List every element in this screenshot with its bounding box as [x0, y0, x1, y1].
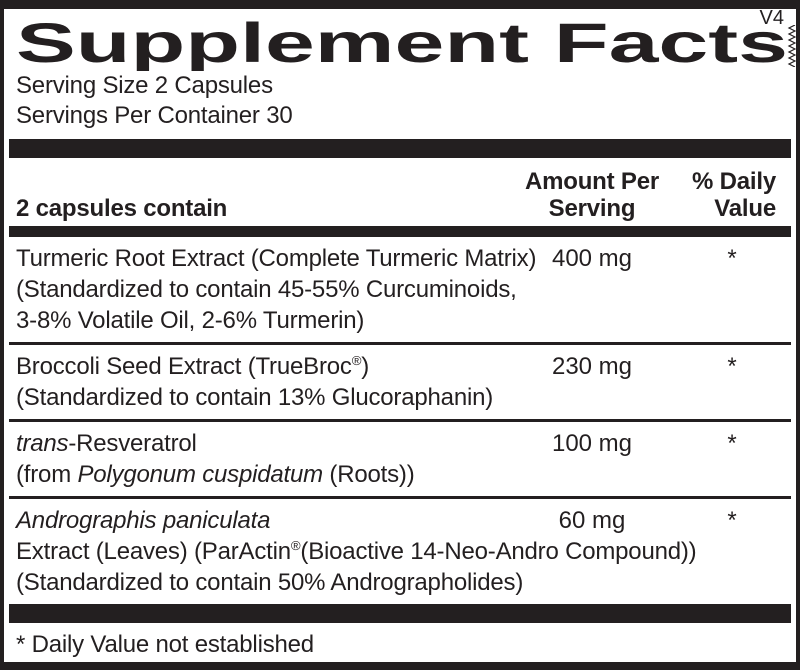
column-header-dv-line2: Value [714, 195, 776, 222]
ingredient-detail: 3-8% Volatile Oil, 2-6% Turmerin) [16, 307, 365, 334]
row-separator [9, 342, 791, 345]
row-separator [9, 419, 791, 422]
column-header-dv-line1: % Daily [692, 168, 776, 195]
servings-per-container: Servings Per Container 30 [16, 102, 293, 129]
ingredient-detail: (Standardized to contain 13% Glucoraphan… [16, 384, 494, 411]
amount-value: 400 mg [551, 245, 633, 272]
daily-value: * [727, 245, 737, 272]
daily-value: * [727, 430, 737, 457]
column-header-ingredient: 2 capsules contain [16, 195, 228, 222]
ingredient-row-broccoli: Broccoli Seed Extract (TrueBroc®) (Stand… [4, 345, 796, 419]
row-separator [9, 496, 791, 499]
ingredient-detail: (Standardized to contain 50% Andrographo… [16, 569, 524, 596]
divider-bar-bottom [9, 604, 791, 623]
ingredient-name: Broccoli Seed Extract (TrueBroc®) [16, 353, 370, 380]
ingredient-name: Turmeric Root Extract (Complete Turmeric… [16, 245, 537, 272]
column-header-amount: Amount Per Serving [512, 168, 672, 222]
ingredient-name: trans-Resveratrol [16, 430, 197, 457]
ingredient-detail: Extract (Leaves) (ParActin®(Bioactive 14… [16, 538, 697, 565]
column-header-daily-value: % Daily Value [644, 168, 776, 222]
column-header-row: 2 capsules contain Amount Per Serving % … [4, 158, 796, 226]
serrated-edge-icon [787, 25, 796, 67]
daily-value: * [727, 507, 737, 534]
version-label: V4 [759, 7, 784, 29]
serving-size: Serving Size 2 Capsules [16, 72, 273, 99]
ingredient-row-turmeric: Turmeric Root Extract (Complete Turmeric… [4, 237, 796, 342]
ingredient-detail: (from Polygonum cuspidatum (Roots)) [16, 461, 415, 488]
daily-value-footnote: * Daily Value not established [16, 631, 314, 658]
divider-bar-header [9, 226, 791, 237]
amount-value: 230 mg [551, 353, 633, 380]
amount-value: 100 mg [551, 430, 633, 457]
column-header-amount-line2: Serving [548, 195, 636, 222]
divider-bar-top [9, 139, 791, 158]
ingredient-name: Andrographis paniculata [16, 507, 271, 534]
daily-value: * [727, 353, 737, 380]
ingredient-row-resveratrol: trans-Resveratrol (from Polygonum cuspid… [4, 422, 796, 496]
column-header-amount-line1: Amount Per [524, 168, 659, 195]
ingredient-row-andrographis: Andrographis paniculata Extract (Leaves)… [4, 499, 796, 604]
panel-title-text: Supplement Facts [16, 13, 788, 71]
ingredient-detail: (Standardized to contain 45-55% Curcumin… [16, 276, 517, 303]
panel-title: Supplement Facts [14, 13, 788, 71]
amount-value: 60 mg [558, 507, 626, 534]
